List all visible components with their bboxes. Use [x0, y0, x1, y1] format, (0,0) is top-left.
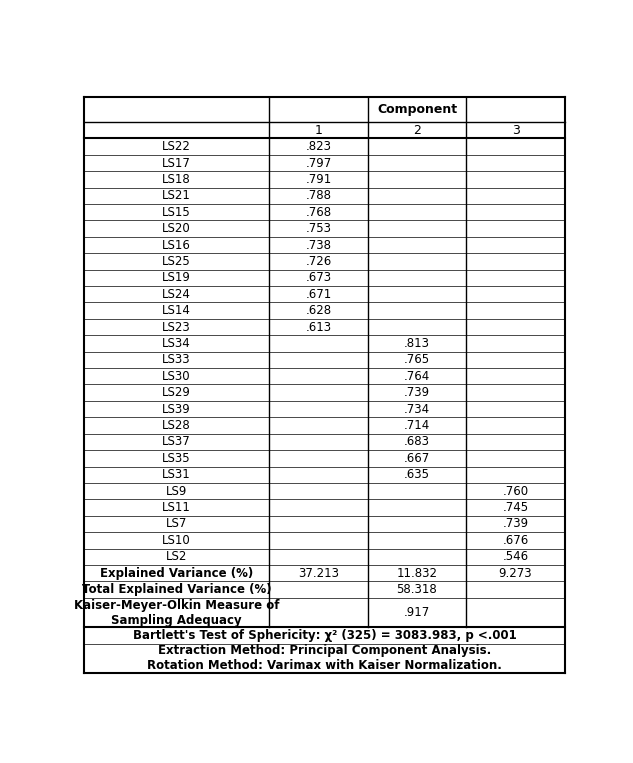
Text: LS9: LS9: [166, 485, 187, 497]
Text: .738: .738: [305, 239, 332, 252]
Text: .671: .671: [305, 288, 332, 301]
Text: .667: .667: [404, 452, 430, 465]
Text: LS35: LS35: [162, 452, 191, 465]
Text: LS24: LS24: [162, 288, 191, 301]
Text: .673: .673: [305, 272, 332, 285]
Text: 58.318: 58.318: [397, 583, 437, 596]
Text: Bartlett's Test of Sphericity: χ² (325) = 3083.983, p <.001: Bartlett's Test of Sphericity: χ² (325) …: [132, 629, 517, 642]
Text: LS22: LS22: [162, 140, 191, 153]
Text: 1: 1: [315, 124, 322, 137]
Text: LS18: LS18: [162, 173, 191, 186]
Text: LS29: LS29: [162, 386, 191, 399]
Text: Component: Component: [377, 103, 457, 116]
Text: .635: .635: [404, 468, 430, 481]
Text: .734: .734: [404, 403, 430, 416]
Text: .753: .753: [305, 222, 332, 235]
Text: LS16: LS16: [162, 239, 191, 252]
Text: LS11: LS11: [162, 501, 191, 514]
Text: LS17: LS17: [162, 156, 191, 169]
Text: LS19: LS19: [162, 272, 191, 285]
Text: .797: .797: [305, 156, 332, 169]
Text: .613: .613: [305, 320, 332, 333]
Text: LS2: LS2: [166, 550, 187, 563]
Text: .739: .739: [503, 517, 529, 530]
Text: LS39: LS39: [162, 403, 191, 416]
Text: LS34: LS34: [162, 337, 191, 350]
Text: LS37: LS37: [162, 436, 191, 449]
Text: 37.213: 37.213: [298, 567, 339, 580]
Text: .739: .739: [404, 386, 430, 399]
Text: .768: .768: [305, 206, 332, 219]
Text: LS28: LS28: [162, 419, 191, 432]
Text: 2: 2: [413, 124, 421, 137]
Text: .791: .791: [305, 173, 332, 186]
Text: LS7: LS7: [166, 517, 187, 530]
Text: LS33: LS33: [162, 353, 191, 366]
Text: Kaiser-Meyer-Olkin Measure of
Sampling Adequacy: Kaiser-Meyer-Olkin Measure of Sampling A…: [74, 598, 279, 626]
Text: Extraction Method: Principal Component Analysis.
Rotation Method: Varimax with K: Extraction Method: Principal Component A…: [147, 645, 502, 672]
Text: .823: .823: [305, 140, 332, 153]
Text: .813: .813: [404, 337, 430, 350]
Text: LS25: LS25: [162, 255, 191, 268]
Text: 9.273: 9.273: [499, 567, 532, 580]
Text: .917: .917: [404, 606, 430, 619]
Text: Explained Variance (%): Explained Variance (%): [100, 567, 253, 580]
Text: .683: .683: [404, 436, 430, 449]
Text: 11.832: 11.832: [396, 567, 437, 580]
Text: .714: .714: [404, 419, 430, 432]
Text: .788: .788: [305, 189, 332, 202]
Text: .546: .546: [503, 550, 529, 563]
Text: LS14: LS14: [162, 304, 191, 317]
Text: .760: .760: [503, 485, 529, 497]
Text: LS21: LS21: [162, 189, 191, 202]
Text: Total Explained Variance (%): Total Explained Variance (%): [82, 583, 272, 596]
Text: LS23: LS23: [162, 320, 191, 333]
Text: LS30: LS30: [162, 370, 191, 383]
Text: .745: .745: [503, 501, 529, 514]
Text: LS10: LS10: [162, 534, 191, 547]
Text: LS31: LS31: [162, 468, 191, 481]
Text: .765: .765: [404, 353, 430, 366]
Text: .676: .676: [503, 534, 529, 547]
Text: .628: .628: [305, 304, 332, 317]
Text: LS15: LS15: [162, 206, 191, 219]
Text: 3: 3: [511, 124, 520, 137]
Text: .726: .726: [305, 255, 332, 268]
Text: .764: .764: [404, 370, 430, 383]
Text: LS20: LS20: [162, 222, 191, 235]
